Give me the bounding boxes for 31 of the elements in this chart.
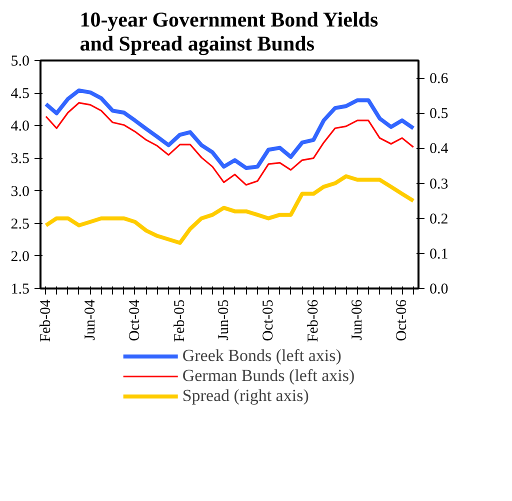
x-tick-label: Jun-05 bbox=[216, 299, 232, 340]
y2-tick-label: 0.0 bbox=[430, 282, 448, 298]
legend-label: German Bunds (left axis) bbox=[182, 366, 355, 386]
y2-tick-label: 0.2 bbox=[430, 211, 448, 228]
y2-tick-label: 0.6 bbox=[430, 71, 449, 88]
y2-tick-label: 0.5 bbox=[430, 106, 448, 122]
x-tick-label: Oct-04 bbox=[126, 299, 143, 342]
legend-label: Spread (right axis) bbox=[182, 386, 309, 406]
legend-label: Greek Bonds (left axis) bbox=[182, 346, 342, 366]
y-tick-label: 2.0 bbox=[10, 248, 30, 265]
line-series bbox=[45, 102, 414, 186]
x-tick-label: Feb-06 bbox=[305, 299, 322, 342]
x-tick-label: Feb-05 bbox=[172, 299, 188, 342]
y-tick-label: 2.5 bbox=[10, 216, 30, 232]
y-tick-label: 4.0 bbox=[10, 118, 30, 135]
y-tick-label: 3.0 bbox=[10, 184, 30, 200]
line-series bbox=[44, 174, 416, 245]
y-tick-label: 1.5 bbox=[10, 282, 30, 298]
x-tick-label: Oct-05 bbox=[260, 299, 276, 342]
x-tick-label: Oct-06 bbox=[394, 299, 410, 342]
line-series bbox=[44, 88, 416, 170]
y2-tick-label: 0.4 bbox=[430, 141, 449, 158]
x-tick-label: Feb-04 bbox=[38, 299, 54, 342]
x-tick-label: Jun-04 bbox=[82, 299, 98, 340]
y2-tick-label: 0.3 bbox=[430, 176, 448, 192]
chart-title: 10-year Government Bond Yields and Spread against Bunds bbox=[80, 8, 378, 56]
y-tick-label: 5.0 bbox=[10, 54, 30, 70]
y-tick-label: 4.5 bbox=[10, 86, 30, 102]
y2-tick-label: 0.1 bbox=[430, 246, 448, 262]
x-tick-label: Jun-06 bbox=[349, 299, 366, 340]
y-tick-label: 3.5 bbox=[10, 151, 30, 168]
